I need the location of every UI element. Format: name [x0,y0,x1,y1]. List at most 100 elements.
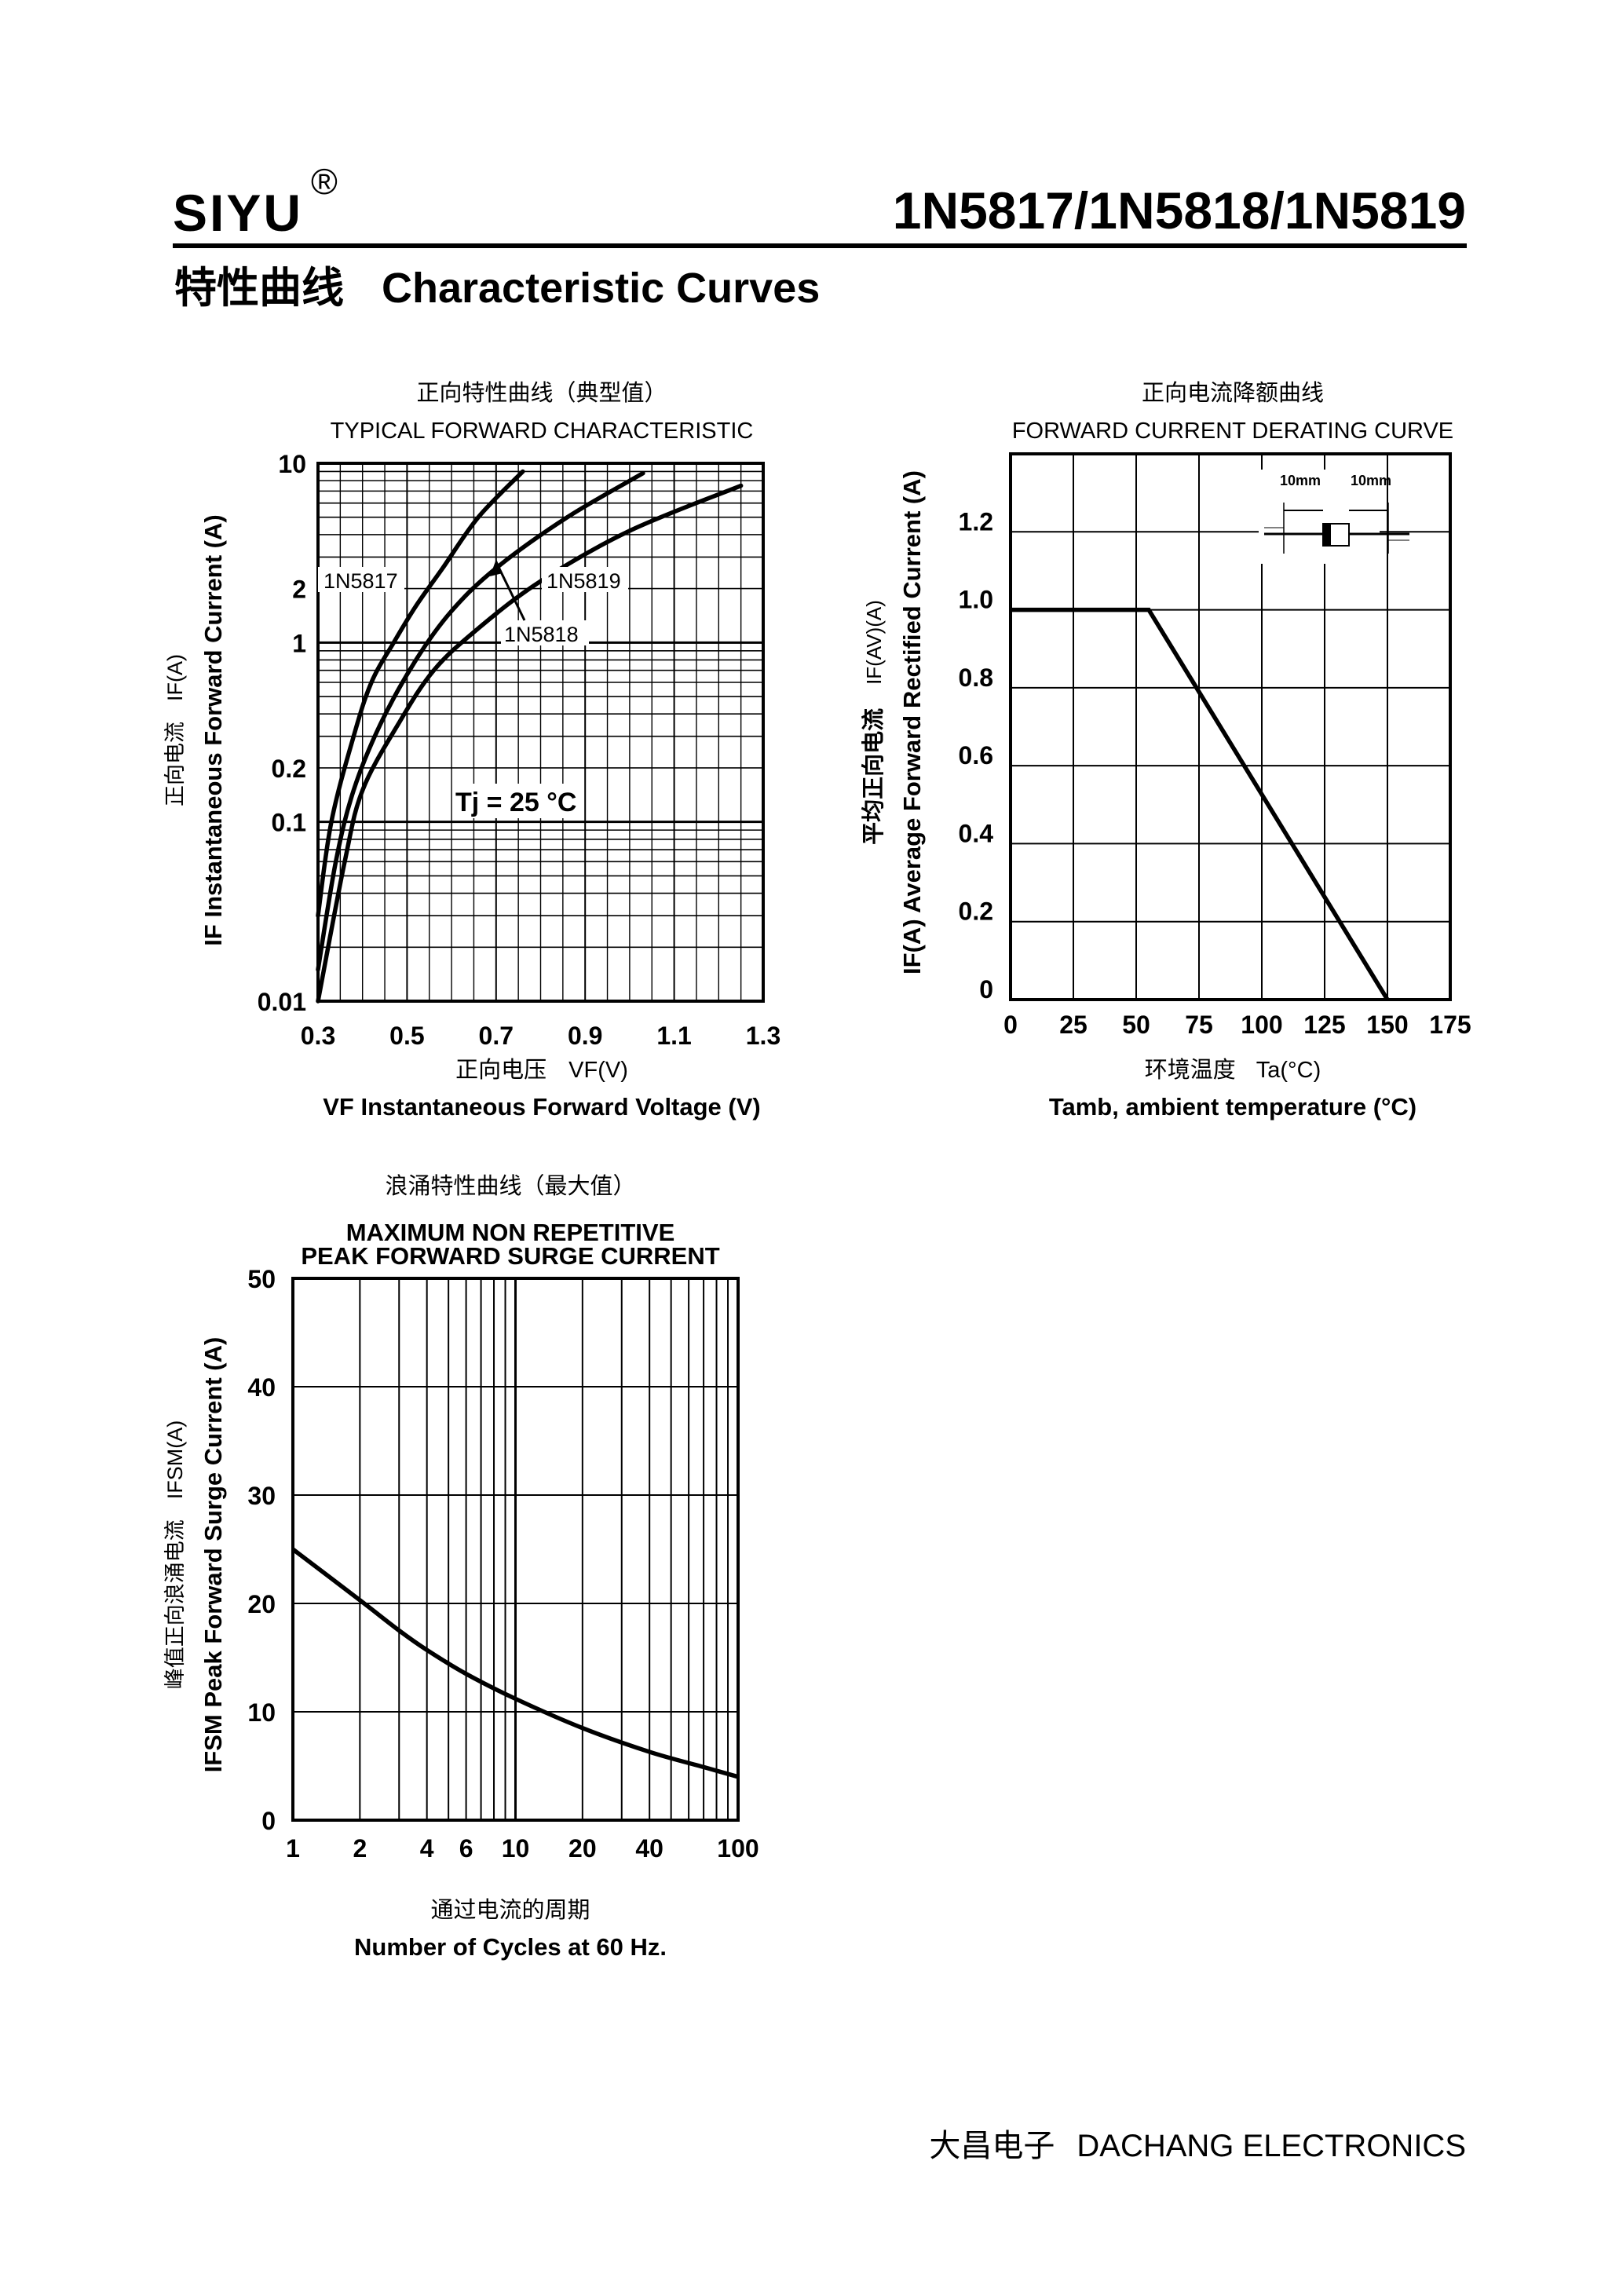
forward-xlabel: VF Instantaneous Forward Voltage (V) [323,1093,761,1121]
x-tick-label: 4 [420,1834,434,1863]
y-tick-label: 0.6 [959,741,993,770]
y-tick-label: 1.2 [959,507,993,536]
x-tick-label: 0.9 [568,1022,602,1050]
label-arrow-1n5818 [490,559,503,576]
footer-company: 大昌电子 DACHANG ELECTRONICS [929,2120,1466,2166]
svg-text:10mm: 10mm [1351,473,1391,488]
x-tick-label: 2 [353,1834,367,1863]
x-tick-label: 0.3 [301,1022,335,1050]
y-tick-label: 0.4 [959,819,994,847]
y-tick-label: 0 [979,975,993,1004]
header-rule [173,243,1467,248]
derating-title-cn: 正向电流降额曲线 [1142,380,1324,406]
x-tick-label: 25 [1059,1011,1087,1039]
surge-title-line2: PEAK FORWARD SURGE CURRENT [301,1242,719,1270]
y-tick-label: 1 [292,629,306,657]
lead-length-inset-icon: 10mm 10mm [1259,470,1409,564]
x-tick-label: 125 [1303,1011,1345,1039]
x-tick-label: 100 [717,1834,758,1863]
section-title-cn: 特性曲线 [174,265,344,312]
series-label-1n5817: 1N5817 [324,569,398,593]
derating-ylabel-cn: 平均正向电流IF(AV)(A) [861,600,886,845]
footer-company-en: DACHANG ELECTRONICS [1077,2129,1466,2163]
x-tick-label: 6 [459,1834,473,1863]
surge-series [291,1547,739,1779]
derating-line [1011,607,1390,1001]
surge-title-line1: MAXIMUM NON REPETITIVE [346,1219,675,1246]
surge-chart: 浪涌特性曲线（最大值） MAXIMUM NON REPETITIVE PEAK … [163,1173,759,1961]
forward-ylabel: IF Instantaneous Forward Current (A) [199,514,227,945]
x-tick-label: 40 [635,1834,663,1863]
surge-tick-labels: 1 2 4 6 10 20 40 100 0 10 20 30 40 50 [247,1265,758,1863]
section-title-en: Characteristic Curves [382,265,821,312]
y-tick-label: 1.0 [959,586,993,614]
derating-series [1011,607,1390,1001]
y-tick-label: 0.2 [959,898,993,926]
forward-title-cn: 正向特性曲线（典型值） [416,380,667,406]
surge-xlabel: Number of Cycles at 60 Hz. [354,1933,667,1961]
x-tick-label: 75 [1185,1011,1213,1039]
part-numbers: 1N5817/1N5818/1N5819 [892,181,1466,239]
surge-line [291,1547,739,1779]
series-label-1n5819: 1N5819 [546,569,621,593]
y-tick-label: 30 [247,1482,276,1510]
surge-ylabel-cn: 峰值正向浪涌电流IFSM(A) [163,1420,187,1690]
forward-tick-labels: 0.3 0.5 0.7 0.9 1.1 1.3 10 2 1 0.2 0.1 0.01 [258,450,781,1050]
series-line-1n5818 [316,470,645,972]
derating-xlabel-cn: 环境温度 Ta(°C) [1145,1057,1321,1083]
x-tick-label: 1.3 [746,1022,780,1050]
y-tick-label: 10 [247,1698,276,1727]
y-tick-label: 0.01 [258,988,306,1016]
series-label-1n5818: 1N5818 [504,623,579,646]
x-tick-label: 10 [502,1834,530,1863]
surge-title-cn: 浪涌特性曲线（最大值） [385,1173,635,1199]
derating-xlabel: Tamb, ambient temperature (°C) [1049,1093,1416,1121]
x-tick-label: 1.1 [656,1022,691,1050]
series-line-1n5817 [316,469,525,918]
x-tick-label: 1 [286,1834,300,1863]
derating-ylabel: IF(A) Average Forward Rectified Current … [898,470,926,974]
derating-title: FORWARD CURRENT DERATING CURVE [1012,419,1453,444]
forward-xlabel-cn: 正向电压 VF(V) [455,1057,628,1083]
tj-annotation: Tj = 25 °C [455,788,576,817]
surge-grid [293,1278,738,1821]
forward-plot-frame [316,462,765,1003]
y-tick-label: 50 [247,1265,276,1293]
y-tick-label: 0.8 [959,664,993,692]
label-bg-1n5819 [542,567,628,592]
y-tick-label: 20 [247,1590,276,1618]
x-tick-label: 100 [1241,1011,1282,1039]
y-tick-label: 0.1 [272,809,306,837]
label-bg-1n5818 [501,620,589,645]
label-bg-1n5817 [318,567,404,592]
series-line-1n5819 [316,483,744,1004]
y-tick-label: 10 [278,450,306,478]
x-tick-label: 0.7 [479,1022,514,1050]
x-tick-label: 150 [1366,1011,1408,1039]
brand-name: SIYU [173,184,304,242]
derating-plot-frame [1009,452,1452,1001]
y-tick-label: 2 [292,576,306,604]
svg-text:10mm: 10mm [1280,473,1321,488]
registered-mark: ® [311,161,340,202]
x-tick-label: 175 [1429,1011,1471,1039]
surge-plot-frame [291,1277,740,1822]
y-tick-label: 0.2 [272,755,306,783]
surge-xlabel-cn: 通过电流的周期 [430,1897,590,1923]
x-tick-label: 0.5 [389,1022,424,1050]
section-title: 特性曲线 Characteristic Curves [174,253,820,315]
y-tick-label: 0 [261,1807,276,1835]
annotation-bg [452,784,581,818]
footer-company-cn: 大昌电子 [929,2129,1055,2163]
y-tick-label: 40 [247,1373,276,1402]
brand-logo: SIYU® [173,161,340,243]
derating-chart: 正向电流降额曲线 FORWARD CURRENT DERATING CURVE … [861,380,1471,1121]
derating-grid [1010,454,1451,1000]
forward-ylabel-cn: 正向电流IF(A) [163,654,187,806]
x-tick-label: 20 [568,1834,597,1863]
forward-series [316,469,744,1004]
surge-ylabel: IFSM Peak Forward Surge Current (A) [199,1337,227,1773]
x-tick-label: 0 [1003,1011,1018,1039]
x-tick-label: 50 [1122,1011,1150,1039]
derating-tick-labels: 0 25 50 75 100 125 150 175 0 0.2 0.4 0.6 0.8 1.0 1.2 [959,507,1471,1039]
